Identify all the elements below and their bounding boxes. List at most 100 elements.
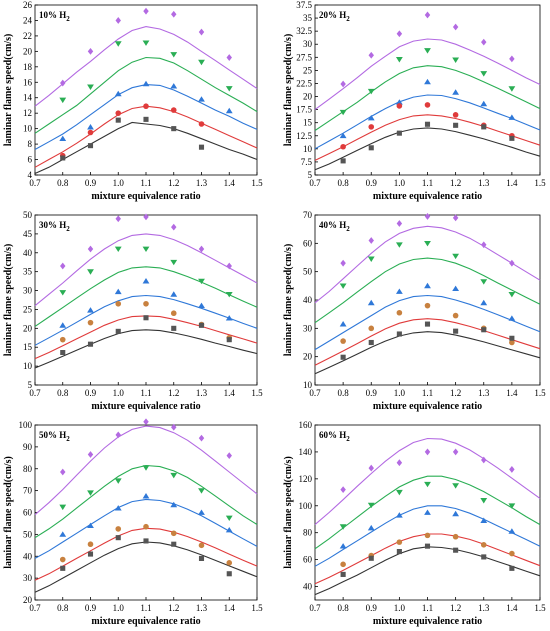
series-curve-2 [34,56,258,134]
data-point-diamond [481,241,487,249]
data-point-triangle-down [452,57,460,63]
data-point-circle [143,103,149,110]
data-point-diamond [143,418,149,426]
data-point-square [424,321,431,327]
y-axis-label: laminar flame speed(cm/s) [283,34,294,147]
series-curve-1 [34,26,258,107]
data-point-triangle-up [59,135,67,142]
data-point-triangle-up [395,288,403,294]
x-tick-label: 0.7 [309,178,321,188]
x-axis-label: mixture equivalence ratio [373,191,482,202]
data-point-circle [170,310,177,317]
data-point-triangle-down [87,84,94,90]
y-axis-label: laminar flame speed(cm/s) [3,34,14,147]
data-point-triangle-down [395,489,403,496]
series-curve-4 [34,527,258,581]
data-point-circle [115,110,122,116]
panel-title-subscript: 2 [66,435,70,443]
data-point-diamond [509,466,515,473]
y-tick-label: 70 [23,486,33,496]
data-point-triangle-up [114,505,122,511]
data-point-diamond [198,28,205,36]
data-point-circle [340,338,346,344]
series-curve-4 [314,114,541,161]
y-tick-label: 12.5 [296,131,312,141]
data-point-circle [143,300,149,307]
y-tick-label: 30 [303,39,313,49]
data-point-triangle-up [225,526,233,533]
data-point-triangle-down [339,109,347,116]
data-point-circle [87,541,94,548]
y-tick-label: 120 [299,474,313,484]
data-point-triangle-up [508,315,516,321]
data-point-circle [368,325,375,332]
data-point-square [509,565,515,571]
panel-title: 10% H2 [39,10,70,23]
y-tick-label: 27.5 [296,52,312,62]
data-point-triangle-up [198,96,205,102]
x-tick-label: 1.4 [224,603,236,613]
x-tick-label: 0.9 [366,178,378,188]
data-point-circle [509,550,515,557]
series-curve-3 [34,294,258,346]
data-point-triangle-up [170,501,178,508]
y-tick-label: 20 [303,92,313,102]
y-tick-label: 70 [303,210,313,220]
x-tick-label: 1.3 [196,178,208,188]
data-point-triangle-up [339,132,347,139]
x-tick-label: 1.0 [113,603,125,613]
series-curve-3 [34,498,258,559]
y-tick-label: 60 [303,238,313,248]
data-point-triangle-down [452,483,460,489]
data-point-square [340,158,346,164]
chart-panel-2: 0.7 0.8 0.9 1.0 1.1 1.2 1.3 1.4 1.5 5 7.5 10 12.5 15 1… [283,0,546,202]
x-tick-label: 1.1 [422,178,433,188]
data-point-diamond [396,30,403,38]
x-axis-label: mixture equivalence ratio [373,401,482,412]
chart-panel-5: 0.7 0.8 0.9 1.0 1.1 1.2 1.3 1.4 1.5 20 30 40 50 60 70 8… [3,418,263,627]
data-point-diamond [340,486,346,494]
data-point-square [396,331,402,337]
data-point-triangle-up [87,522,94,529]
data-point-diamond [509,259,515,267]
data-point-diamond [368,464,374,472]
y-tick-label: 25 [23,304,33,314]
data-point-diamond [87,47,94,55]
data-point-triangle-down [395,57,403,63]
y-tick-label: 35 [303,13,313,23]
x-tick-label: 1.2 [168,388,179,398]
panel-title-subscript: 2 [346,15,350,23]
series-curve-5 [314,546,541,596]
data-point-circle [115,300,122,307]
y-tick-label: 32.5 [296,26,312,36]
x-tick-label: 0.8 [57,388,69,398]
y-tick-label: 20 [23,595,33,605]
x-tick-label: 1.1 [140,603,151,613]
x-tick-label: 1.2 [450,178,461,188]
y-tick-label: 5 [308,170,313,180]
data-point-square [453,328,459,334]
data-point-square [396,548,402,555]
data-point-diamond [171,223,177,231]
data-point-diamond [424,11,431,19]
data-point-triangle-down [114,478,122,484]
y-tick-label: 50 [23,210,33,220]
data-point-triangle-up [198,509,205,515]
panel-title-subscript: 2 [346,435,350,443]
data-point-diamond [87,451,94,458]
x-tick-label: 1.3 [196,388,208,398]
data-point-triangle-down [142,40,150,46]
series-curve-1 [314,437,541,526]
data-point-triangle-down [87,490,94,496]
y-tick-label: 10 [23,124,33,134]
y-tick-label: 60 [303,555,313,565]
x-tick-label: 1.2 [168,178,179,188]
x-tick-label: 0.8 [338,603,350,613]
data-point-circle [424,102,431,108]
series-curve-1 [314,38,541,111]
data-point-diamond [368,51,374,59]
data-point-triangle-up [367,524,375,531]
series-curve-2 [314,257,541,324]
data-point-triangle-up [59,322,67,328]
data-point-diamond [226,262,232,270]
